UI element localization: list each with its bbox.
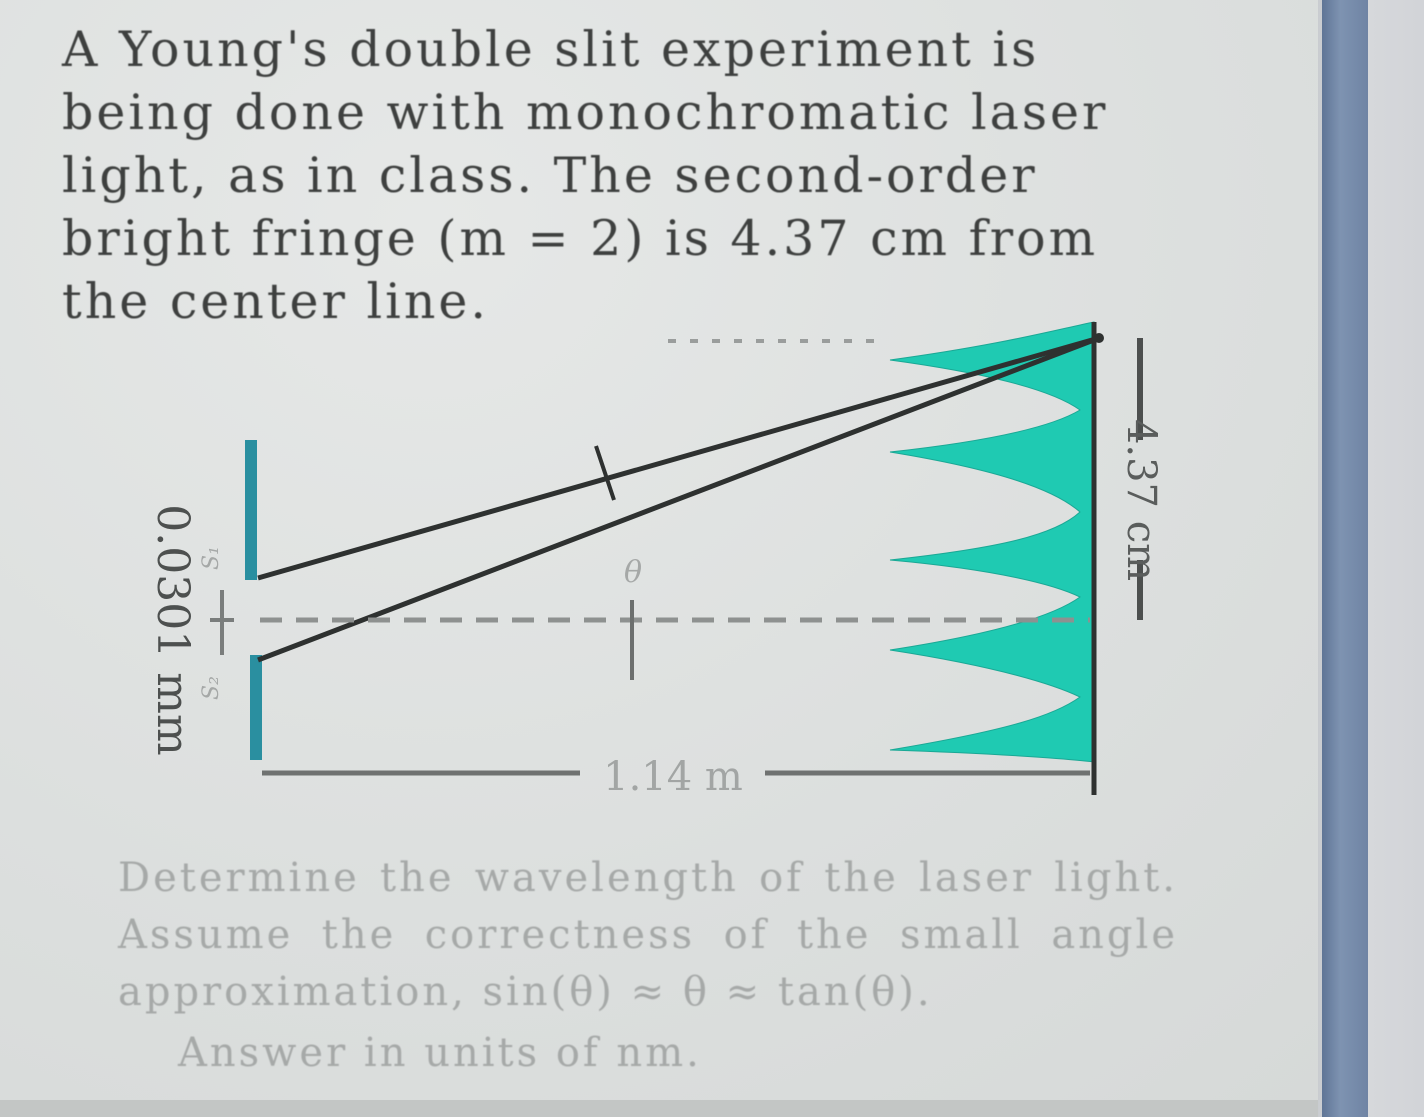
ray-from-s1	[257, 335, 1100, 581]
slit-separation-label: 0.0301 mm	[147, 504, 198, 755]
slit-label-s1: S₁	[199, 546, 224, 570]
vertical-scrollbar[interactable]	[1322, 0, 1368, 1117]
bottom-edge	[0, 1100, 1320, 1117]
problem-text: A Young's double slit experiment is bein…	[62, 21, 1109, 330]
question-text: Determine the wavelength of the laser li…	[118, 855, 1178, 1015]
double-slit-diagram: θ S₁ S₂ 0.0301 mm 1.14 m 4.37 cm	[147, 321, 1164, 800]
angle-label: θ	[624, 555, 642, 590]
slit-label-s2: S₂	[199, 676, 224, 700]
fringe-distance-label: 4.37 cm	[1118, 419, 1164, 581]
path-difference-marker	[594, 445, 616, 501]
fringe-pattern	[889, 321, 1095, 763]
ray-from-s2	[257, 335, 1100, 663]
answer-units-prompt: Answer in units of nm.	[178, 1030, 702, 1076]
screen-distance-label: 1.14 m	[603, 754, 743, 800]
